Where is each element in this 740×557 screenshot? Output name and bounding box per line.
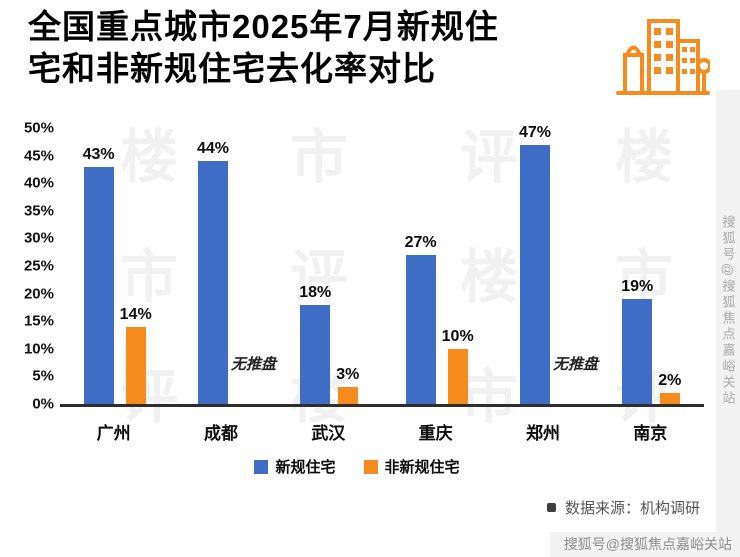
plot-area: 43% 14% 44% 无推盘 18% 3% 27% 10% 47% 无推盘 19% 2% (60, 124, 704, 407)
legend-swatch-icon (254, 459, 269, 474)
legend-item: 非新规住宅 (363, 456, 460, 477)
y-tick-label: 5% (32, 367, 54, 385)
right-watermark-text: 搜狐号@搜狐焦点嘉峪关站 (720, 214, 736, 408)
bar-新规住宅 (519, 144, 550, 404)
y-tick-label: 45% (23, 147, 54, 165)
bar-column: 2% (658, 372, 681, 404)
y-tick-label: 35% (23, 202, 54, 220)
y-tick-label: 25% (23, 257, 54, 275)
chart-title-line2: 宅和非新规住宅去化率对比 (28, 50, 436, 87)
bar-group-南京: 19% 2% (621, 128, 681, 404)
legend-swatch-icon (363, 459, 378, 474)
buildings-icon (616, 19, 710, 95)
bar-column: 10% (442, 328, 474, 404)
x-label-武汉: 武汉 (311, 424, 346, 443)
bar-value-label: 2% (658, 371, 682, 389)
x-axis: 广州 成都 武汉 重庆 郑州 南京 (60, 419, 704, 444)
bar-value-label: 19% (621, 278, 654, 296)
source-bullet-icon (546, 503, 556, 512)
chart-title: 全国重点城市2025年7月新规住 宅和非新规住宅去化率对比 (28, 6, 628, 90)
bar-value-label: 18% (299, 283, 332, 301)
bar-column: 44% (197, 140, 229, 404)
y-tick-label: 40% (23, 174, 54, 192)
bar-非新规住宅 (337, 387, 358, 404)
data-source: 数据来源：机构调研 (546, 497, 700, 518)
bar-column: 18% (299, 284, 331, 404)
y-tick-label: 30% (23, 229, 54, 247)
bar-value-label: 3% (336, 366, 360, 384)
legend: 新规住宅 非新规住宅 (0, 456, 714, 477)
bar-column: 19% (621, 278, 653, 404)
bar-新规住宅 (83, 166, 114, 404)
bar-group-成都: 44% 无推盘 (197, 128, 276, 404)
y-tick-label: 15% (23, 312, 54, 330)
bar-新规住宅 (622, 299, 653, 404)
bar-group-郑州: 47% 无推盘 (519, 124, 598, 404)
bar-column: 27% (405, 234, 437, 404)
bar-column: 43% (83, 146, 115, 404)
x-label-重庆: 重庆 (418, 424, 453, 443)
legend-item: 新规住宅 (254, 456, 336, 477)
bar-group-武汉: 18% 3% (299, 128, 359, 404)
chart-title-line1: 全国重点城市2025年7月新规住 (28, 8, 499, 45)
legend-label: 非新规住宅 (384, 459, 460, 476)
bar-group-重庆: 27% 10% (405, 128, 474, 404)
no-launch-label: 无推盘 (552, 356, 598, 373)
y-tick-label: 0% (32, 395, 54, 413)
bar-非新规住宅 (125, 326, 146, 404)
bar-非新规住宅 (659, 392, 680, 404)
source-text: 数据来源：机构调研 (564, 500, 700, 517)
x-label-成都: 成都 (203, 424, 238, 443)
no-launch-label: 无推盘 (230, 356, 276, 373)
bar-value-label: 10% (441, 327, 474, 345)
bar-新规住宅 (197, 161, 228, 404)
x-label-郑州: 郑州 (525, 424, 560, 443)
y-axis: 50% 45% 40% 35% 30% 25% 20% 15% 10% 5% 0% (0, 120, 54, 413)
bar-新规住宅 (405, 254, 436, 404)
bar-column: 3% (336, 366, 359, 404)
bar-value-label: 27% (404, 233, 437, 251)
x-label-广州: 广州 (96, 424, 131, 443)
x-label-南京: 南京 (633, 424, 668, 443)
y-tick-label: 10% (23, 340, 54, 358)
bar-value-label: 43% (82, 145, 115, 163)
y-tick-label: 20% (23, 285, 54, 303)
bar-新规住宅 (300, 304, 331, 404)
bar-group-广州: 43% 14% (83, 128, 152, 404)
y-tick-label: 50% (23, 119, 54, 137)
bar-chart: 50% 45% 40% 35% 30% 25% 20% 15% 10% 5% 0% 43% 14% 44… (0, 120, 740, 448)
bar-非新规住宅 (447, 348, 468, 404)
bar-value-label: 44% (196, 140, 229, 158)
right-watermark: 搜狐号@搜狐焦点嘉峪关站 (716, 90, 740, 532)
bar-value-label: 47% (518, 123, 551, 141)
bottom-watermark: 搜狐号@搜狐焦点嘉峪关站 (549, 532, 740, 557)
bar-value-label: 14% (119, 305, 152, 323)
legend-label: 新规住宅 (275, 459, 336, 476)
bar-column: 14% (120, 306, 152, 404)
bar-column: 47% (519, 124, 551, 404)
